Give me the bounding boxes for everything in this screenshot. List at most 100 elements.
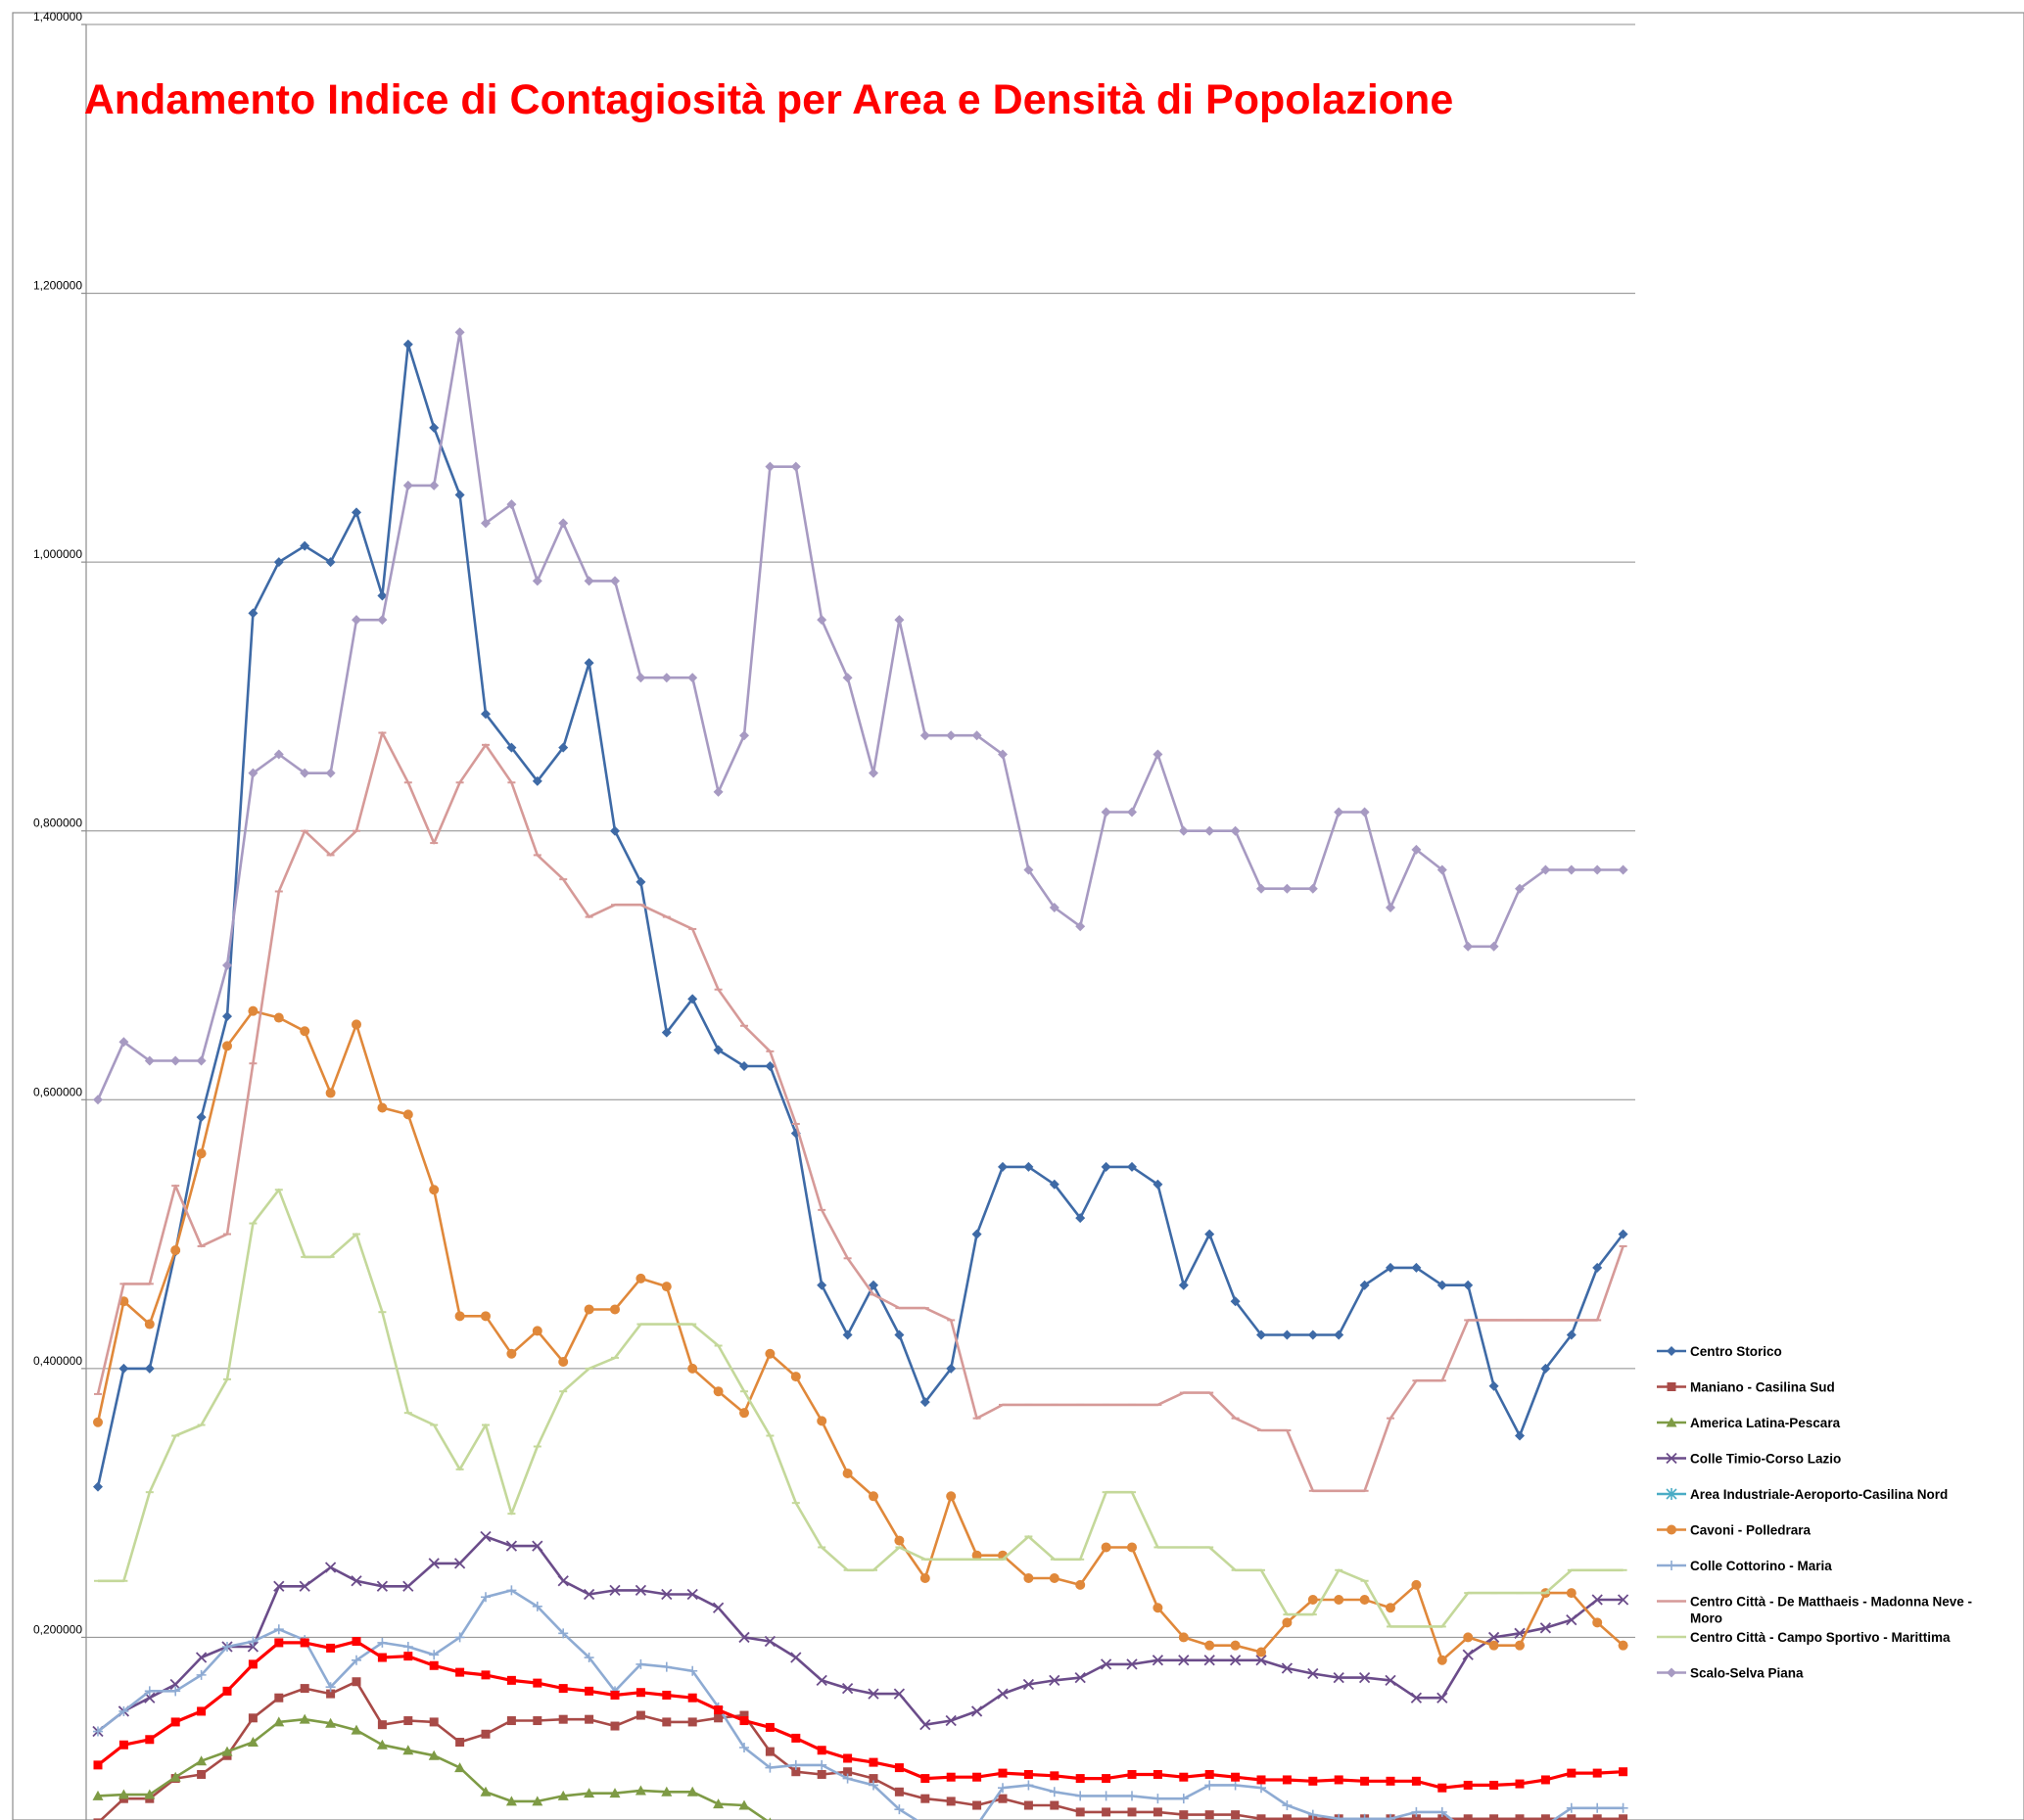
y-tick-label: 0,400000 (33, 1354, 82, 1368)
data-point (402, 480, 413, 490)
data-point (1359, 1594, 1370, 1605)
data-point (429, 480, 440, 490)
series-line (96, 343, 1624, 1487)
data-point (584, 1788, 595, 1798)
legend-swatch-marker (1666, 1417, 1677, 1427)
series-0 (93, 339, 1628, 1492)
series-10 (93, 1637, 1628, 1793)
data-point (480, 1786, 492, 1797)
data-point (971, 1550, 982, 1561)
data-point (1282, 1330, 1293, 1340)
data-point (377, 590, 388, 601)
data-point (1489, 1814, 1499, 1820)
data-point (1153, 1794, 1163, 1804)
data-point (713, 1386, 724, 1397)
data-point (869, 1280, 878, 1290)
data-point (1566, 1802, 1577, 1813)
data-point (609, 1584, 621, 1597)
data-point (118, 1740, 128, 1750)
data-point (300, 540, 310, 551)
data-point (352, 507, 361, 518)
data-point (998, 1783, 1008, 1794)
data-point (144, 1319, 155, 1330)
data-point (610, 1721, 620, 1731)
data-point (118, 1363, 129, 1374)
data-point (1075, 1579, 1086, 1590)
data-point (1075, 1807, 1085, 1817)
data-point (1229, 1655, 1242, 1666)
data-point (403, 1716, 413, 1726)
data-point (635, 1658, 646, 1669)
data-point (585, 1686, 594, 1696)
data-point (635, 1688, 645, 1698)
data-point (248, 1713, 258, 1723)
data-point (170, 1055, 181, 1066)
data-point (428, 1558, 440, 1569)
data-point (1386, 1603, 1395, 1613)
data-point (1619, 1814, 1628, 1820)
data-point (1230, 1640, 1241, 1651)
data-point (1282, 1814, 1292, 1820)
data-point (635, 876, 646, 887)
data-point (869, 1757, 878, 1767)
data-point (1204, 1640, 1215, 1651)
data-point (920, 1794, 930, 1803)
data-point (791, 1767, 801, 1777)
series-line (97, 1535, 1624, 1733)
data-point (1023, 1573, 1034, 1584)
data-point (894, 1535, 905, 1546)
data-point (713, 1798, 725, 1809)
data-point (738, 1631, 750, 1644)
data-point (1411, 1806, 1422, 1817)
legend-item: Area Industriale-Aeroporto-Casilina Nord (1657, 1487, 1948, 1502)
data-point (713, 1045, 724, 1055)
data-point (558, 1684, 568, 1694)
data-point (1592, 1262, 1603, 1273)
data-point (481, 518, 491, 529)
data-point (1487, 1631, 1500, 1644)
data-point (300, 1026, 310, 1037)
data-point (765, 1060, 776, 1071)
data-point (1592, 1814, 1602, 1820)
data-point (1359, 1813, 1370, 1820)
data-point (1437, 1814, 1447, 1820)
data-point (1178, 1632, 1189, 1643)
data-point (686, 1786, 698, 1797)
data-point (299, 1580, 310, 1592)
data-point (1075, 1213, 1086, 1224)
data-point (661, 1588, 673, 1601)
data-point (481, 1670, 491, 1680)
data-point (352, 1019, 361, 1030)
data-point (1488, 1380, 1499, 1391)
data-point (1411, 1579, 1422, 1590)
data-point (1256, 883, 1266, 894)
data-point (635, 1584, 647, 1597)
data-point (919, 1573, 930, 1584)
data-point (610, 576, 620, 586)
legend-label: Colle Timio-Corso Lazio (1690, 1452, 1841, 1467)
data-point (1540, 1814, 1550, 1820)
data-point (376, 1580, 389, 1592)
data-point (1101, 1542, 1111, 1553)
data-point (352, 615, 361, 626)
y-tick-label: 0,200000 (33, 1622, 82, 1636)
data-point (403, 1652, 413, 1661)
data-point (481, 709, 491, 720)
data-point (1592, 1802, 1603, 1813)
series-line (98, 1189, 1624, 1628)
legend-label: Cavoni - Polledrara (1690, 1523, 1812, 1538)
data-point (635, 1273, 646, 1283)
data-point (1282, 1775, 1292, 1785)
data-point (532, 1796, 543, 1806)
data-point (324, 1562, 337, 1573)
data-point (377, 1653, 387, 1662)
data-point (299, 1713, 310, 1724)
data-point (557, 1790, 569, 1800)
data-point (1178, 1655, 1190, 1666)
data-point (273, 1580, 285, 1592)
data-point (93, 1726, 103, 1737)
data-point (841, 1682, 854, 1695)
data-point (1334, 1775, 1343, 1785)
data-point (1307, 1594, 1318, 1605)
data-point (1463, 1780, 1473, 1790)
